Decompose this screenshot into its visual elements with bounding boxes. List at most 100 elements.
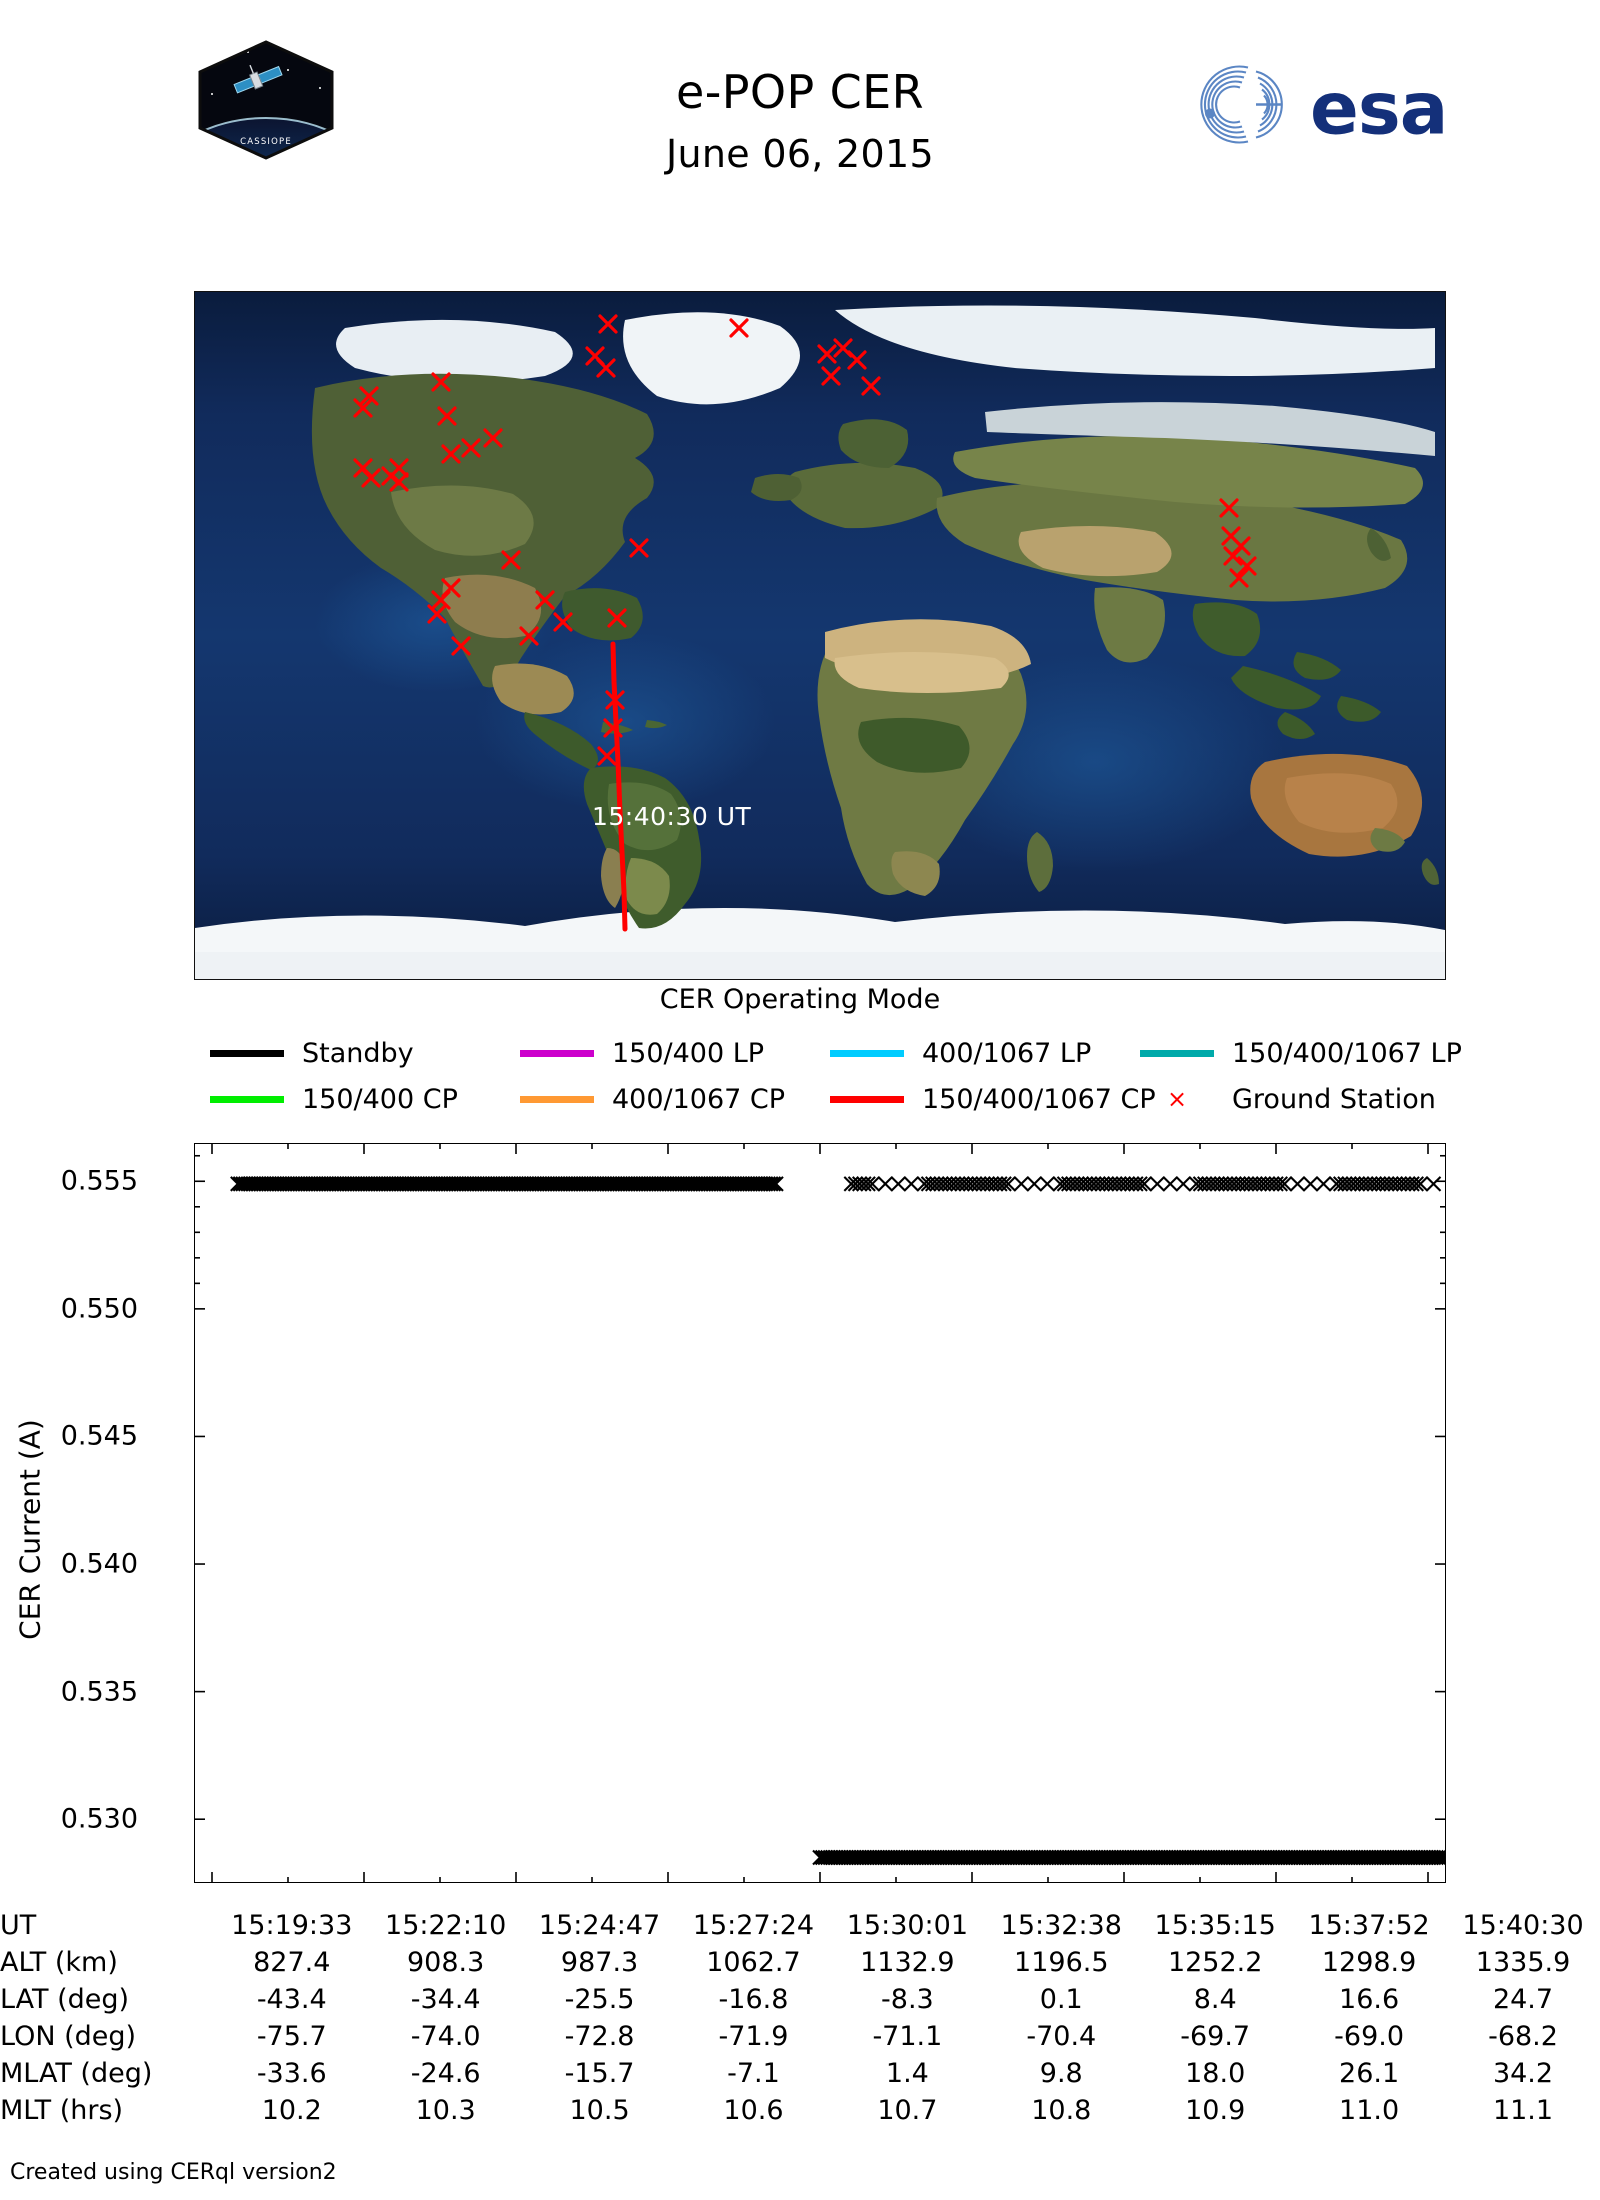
legend-item[interactable]: 150/400 LP	[520, 1038, 764, 1069]
plot-canvas	[194, 1143, 1446, 1883]
legend-label: 400/1067 LP	[922, 1037, 1092, 1069]
table-cell: -15.7	[564, 2058, 635, 2089]
world-map	[195, 292, 1445, 979]
table-cell: 11.0	[1339, 2095, 1400, 2126]
table-cell: 18.0	[1185, 2058, 1246, 2089]
table-cell: -69.0	[1334, 2021, 1405, 2052]
table-row-label: UT	[0, 1910, 37, 1941]
table-cell: 15:22:10	[385, 1910, 507, 1941]
legend-label: Ground Station	[1232, 1083, 1436, 1115]
page-title: e-POP CER	[676, 65, 924, 119]
table-cell: -69.7	[1180, 2021, 1251, 2052]
table-cell: 10.8	[1031, 2095, 1092, 2126]
table-cell: 16.6	[1339, 1984, 1400, 2015]
table-cell: -68.2	[1488, 2021, 1558, 2052]
table-cell: -24.6	[410, 2058, 481, 2089]
legend-item[interactable]: Standby	[210, 1038, 414, 1069]
y-axis-tick-label: 0.535	[60, 1676, 138, 1708]
title-block: e-POP CER June 06, 2015	[400, 60, 1200, 184]
footer-credit: Created using CERql version2	[10, 2160, 337, 2185]
table-cell: 1062.7	[706, 1947, 801, 1978]
table-row: UT 15:19:33 15:22:10 15:24:47 15:27:24 15:30:…	[0, 1907, 1600, 1944]
table-cell: 24.7	[1492, 1984, 1554, 2015]
legend-label: 150/400 CP	[302, 1083, 458, 1115]
legend-item[interactable]: 150/400/1067 LP	[1140, 1038, 1462, 1069]
table-cell: 15:37:52	[1308, 1910, 1430, 1941]
legend-label: 150/400/1067 LP	[1232, 1037, 1462, 1069]
table-row-label: LON (deg)	[0, 2021, 137, 2052]
table-cell: 1132.9	[860, 1947, 955, 1978]
map-caption: CER Operating Mode	[659, 984, 941, 1015]
esa-wordmark: esa	[1310, 67, 1447, 151]
page-header: CASSIOPE e-POP CER June 06, 2015	[0, 0, 1600, 215]
table-cell: 10.5	[569, 2095, 630, 2126]
table-cell: 10.7	[877, 2095, 938, 2126]
table-cell: -7.1	[727, 2058, 780, 2089]
table-cell: 1196.5	[1014, 1947, 1109, 1978]
table-cell: 827.4	[253, 1947, 331, 1978]
table-row: MLAT (deg) -33.6 -24.6 -15.7 -7.1 1.4 9.8 18.0 2…	[0, 2055, 1600, 2092]
ephemeris-table-wrap: UT 15:19:33 15:22:10 15:24:47 15:27:24 15:30:…	[0, 1907, 1600, 2129]
data-points	[230, 1176, 1446, 1866]
table-cell: 10.2	[261, 2095, 322, 2126]
table-cell: 1.4	[885, 2058, 929, 2089]
ephemeris-table: UT 15:19:33 15:22:10 15:24:47 15:27:24 15:30:…	[0, 1907, 1600, 2129]
table-cell: 15:40:30	[1462, 1910, 1584, 1941]
y-axis-tick-label: 0.540	[60, 1548, 138, 1580]
table-cell: 1252.2	[1167, 1947, 1263, 1978]
y-axis-tick-label: 0.530	[60, 1803, 138, 1835]
table-cell: 10.3	[415, 2095, 476, 2126]
legend-item[interactable]: × Ground Station	[1140, 1084, 1436, 1115]
ground-station-markers	[353, 314, 1257, 766]
table-cell: -43.4	[256, 1984, 327, 2015]
table-cell: -74.0	[410, 2021, 481, 2052]
table-cell: -8.3	[881, 1984, 934, 2015]
table-row-label: MLAT (deg)	[0, 2058, 153, 2089]
legend-row: Standby 150/400 LP 400/1067 LP 150/400/1067…	[210, 1030, 1470, 1076]
table-row: ALT (km) 827.4 908.3 987.3 1062.7 1132.9 1196.…	[0, 1944, 1600, 1981]
operating-mode-legend: Standby 150/400 LP 400/1067 LP 150/400/1067…	[210, 1030, 1470, 1122]
cassiope-logo: CASSIOPE	[196, 40, 336, 160]
table-cell: 10.6	[723, 2095, 784, 2126]
ground-station-marker-icon: ×	[1166, 1085, 1188, 1113]
legend-item[interactable]: 400/1067 LP	[830, 1038, 1091, 1069]
table-cell: -16.8	[718, 1984, 789, 2015]
legend-color-swatch	[520, 1095, 594, 1103]
table-row-label: MLT (hrs)	[0, 2095, 124, 2126]
legend-color-swatch	[210, 1095, 284, 1103]
table-cell: -71.9	[718, 2021, 789, 2052]
table-cell: 15:19:33	[231, 1910, 353, 1941]
table-cell: -33.6	[256, 2058, 327, 2089]
satellite-ground-track	[389, 458, 628, 932]
legend-label: 150/400 LP	[612, 1037, 765, 1069]
esa-logo: esa	[1170, 58, 1460, 153]
legend-item[interactable]: 150/400 CP	[210, 1084, 458, 1115]
plot-frame	[194, 1143, 1446, 1883]
table-cell: 34.2	[1492, 2058, 1554, 2089]
table-cell: -72.8	[564, 2021, 635, 2052]
table-cell: 15:24:47	[538, 1910, 661, 1941]
table-cell: 9.8	[1039, 2058, 1083, 2089]
table-row: LAT (deg) -43.4 -34.4 -25.5 -16.8 -8.3 0.1 8.4 1…	[0, 1981, 1600, 2018]
track-end-time-label: 15:40:30 UT	[592, 802, 752, 831]
world-map-panel[interactable]: 15:40:30 UT 15:19:33 UT	[194, 291, 1446, 980]
legend-color-swatch	[210, 1049, 284, 1057]
legend-color-swatch	[520, 1049, 594, 1057]
legend-item[interactable]: 150/400/1067 CP	[830, 1084, 1156, 1115]
legend-item[interactable]: 400/1067 CP	[520, 1084, 785, 1115]
cer-current-plot[interactable]	[194, 1143, 1446, 1883]
legend-color-swatch	[830, 1095, 904, 1103]
table-row-label: LAT (deg)	[0, 1984, 130, 2015]
table-cell: 11.1	[1492, 2095, 1554, 2126]
legend-color-swatch	[830, 1049, 904, 1057]
table-row-label: ALT (km)	[0, 1947, 118, 1978]
svg-text:CASSIOPE: CASSIOPE	[240, 137, 292, 147]
table-cell: 908.3	[407, 1947, 485, 1978]
table-cell: 15:32:38	[1000, 1910, 1122, 1941]
table-cell: 15:27:24	[692, 1910, 815, 1941]
table-row: MLT (hrs) 10.2 10.3 10.5 10.6 10.7 10.8 10.9 11.…	[0, 2092, 1600, 2129]
y-axis-tick-label: 0.555	[60, 1165, 138, 1197]
y-axis-tick-label: 0.545	[60, 1420, 138, 1452]
table-cell: 987.3	[560, 1947, 639, 1978]
y-axis-tick-label: 0.550	[60, 1293, 138, 1325]
